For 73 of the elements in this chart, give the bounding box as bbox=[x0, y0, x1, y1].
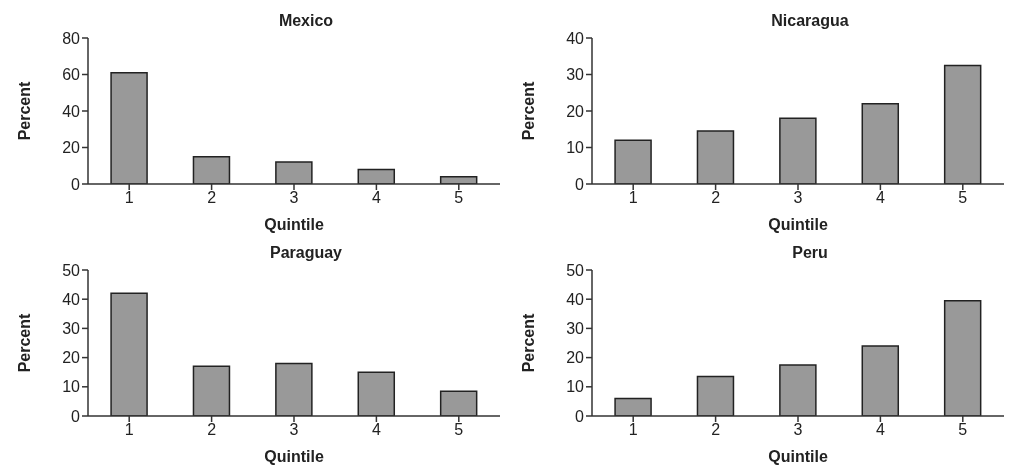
bar bbox=[275, 362, 313, 416]
y-tick-label: 40 bbox=[566, 290, 585, 308]
x-tick-label: 4 bbox=[875, 189, 885, 207]
x-tick-label: 3 bbox=[289, 189, 299, 207]
y-tick-label: 0 bbox=[575, 175, 585, 193]
y-tick-label: 20 bbox=[62, 349, 81, 367]
y-axis-title: Percent bbox=[519, 80, 537, 141]
x-axis-title: Quintile bbox=[768, 216, 828, 233]
y-tick-label: 30 bbox=[62, 320, 81, 338]
bar bbox=[696, 130, 735, 184]
bar bbox=[192, 155, 231, 184]
x-axis-title: Quintile bbox=[264, 216, 324, 233]
x-tick-label: 5 bbox=[958, 189, 968, 207]
x-axis-title: Quintile bbox=[768, 448, 828, 465]
x-tick-label: 2 bbox=[207, 189, 217, 207]
x-tick-label: 2 bbox=[711, 421, 721, 439]
x-tick-label: 2 bbox=[207, 421, 217, 439]
x-tick-label: 3 bbox=[793, 189, 803, 207]
bar bbox=[110, 71, 148, 184]
x-tick-label: 2 bbox=[711, 189, 721, 207]
bar bbox=[779, 364, 817, 416]
y-tick-label: 50 bbox=[62, 261, 81, 279]
y-axis-title: Percent bbox=[15, 80, 33, 141]
bar bbox=[192, 365, 231, 416]
x-tick-label: 5 bbox=[454, 189, 464, 207]
bar bbox=[861, 345, 900, 416]
y-tick-label: 0 bbox=[575, 407, 585, 425]
y-tick-label: 20 bbox=[62, 139, 81, 157]
y-tick-label: 40 bbox=[566, 29, 585, 47]
y-axis-title: Percent bbox=[519, 312, 537, 373]
y-tick-label: 10 bbox=[566, 139, 585, 157]
x-tick-label: 1 bbox=[124, 421, 134, 439]
y-tick-label: 30 bbox=[566, 320, 585, 338]
x-tick-label: 1 bbox=[628, 421, 638, 439]
x-tick-label: 4 bbox=[371, 189, 381, 207]
bar bbox=[110, 292, 148, 416]
bar bbox=[357, 371, 396, 416]
y-tick-label: 20 bbox=[566, 349, 585, 367]
y-tick-label: 10 bbox=[566, 378, 585, 396]
chart-title: Peru bbox=[791, 244, 829, 262]
bar bbox=[614, 397, 652, 416]
bar bbox=[861, 102, 900, 184]
y-tick-label: 20 bbox=[566, 102, 585, 120]
bar bbox=[943, 299, 982, 416]
bar bbox=[696, 375, 735, 416]
x-axis-title: Quintile bbox=[264, 448, 324, 465]
x-tick-label: 1 bbox=[628, 189, 638, 207]
y-tick-label: 0 bbox=[71, 175, 81, 193]
chart-title: Paraguay bbox=[268, 244, 343, 262]
y-tick-label: 40 bbox=[62, 102, 81, 120]
x-tick-label: 4 bbox=[371, 421, 381, 439]
bar bbox=[439, 390, 478, 416]
bar bbox=[779, 117, 817, 184]
chart-title: Mexico bbox=[277, 12, 335, 30]
y-tick-label: 10 bbox=[62, 378, 81, 396]
y-tick-label: 30 bbox=[566, 66, 585, 84]
y-tick-label: 0 bbox=[71, 407, 81, 425]
x-tick-label: 3 bbox=[793, 421, 803, 439]
y-tick-label: 40 bbox=[62, 290, 81, 308]
y-tick-label: 50 bbox=[566, 261, 585, 279]
x-tick-label: 5 bbox=[454, 421, 464, 439]
y-tick-label: 60 bbox=[62, 66, 81, 84]
bar bbox=[943, 64, 982, 184]
bar bbox=[614, 139, 652, 184]
y-axis-title: Percent bbox=[15, 312, 33, 373]
x-tick-label: 5 bbox=[958, 421, 968, 439]
x-tick-label: 1 bbox=[124, 189, 134, 207]
chart-title: Nicaragua bbox=[770, 12, 850, 30]
bar bbox=[357, 168, 396, 184]
y-tick-label: 80 bbox=[62, 29, 81, 47]
x-tick-label: 4 bbox=[875, 421, 885, 439]
x-tick-label: 3 bbox=[289, 421, 299, 439]
bar bbox=[275, 161, 313, 184]
